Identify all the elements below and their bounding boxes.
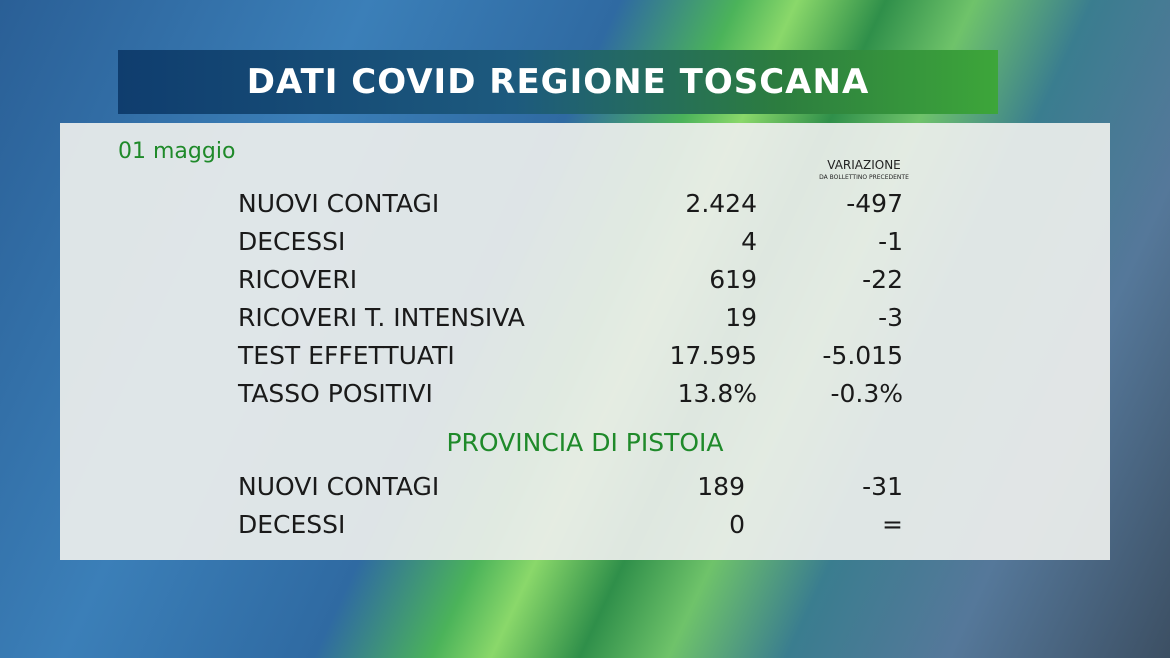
panel: [60, 123, 1110, 560]
row-value: 189: [697, 472, 745, 501]
title: DATI COVID REGIONE TOSCANA: [246, 62, 870, 102]
row-value: 13.8%: [677, 379, 757, 408]
variation-subtitle: DA BOLLETTINO PRECEDENTE: [819, 174, 909, 181]
row-change: =: [882, 510, 903, 539]
row-label: TASSO POSITIVI: [238, 379, 433, 408]
variation-title: VARIAZIONE: [827, 158, 901, 172]
row-change: -3: [878, 303, 903, 332]
row-label: RICOVERI T. INTENSIVA: [238, 303, 525, 332]
row-value: 2.424: [685, 189, 757, 218]
row-value: 4: [741, 227, 757, 256]
date: 01 maggio: [118, 139, 236, 164]
row-label: DECESSI: [238, 510, 346, 539]
row-label: NUOVI CONTAGI: [238, 189, 440, 218]
row-change: -5.015: [822, 341, 903, 370]
row-value: 19: [725, 303, 757, 332]
row-value: 17.595: [669, 341, 757, 370]
row-change: -31: [862, 472, 903, 501]
row-change: -1: [878, 227, 903, 256]
row-change: -0.3%: [830, 379, 903, 408]
row-label: NUOVI CONTAGI: [238, 472, 440, 501]
row-label: TEST EFFETTUATI: [238, 341, 455, 370]
province-title: PROVINCIA DI PISTOIA: [446, 428, 724, 457]
row-value: 619: [709, 265, 757, 294]
row-label: DECESSI: [238, 227, 346, 256]
row-value: 0: [729, 510, 745, 539]
row-label: RICOVERI: [238, 265, 358, 294]
title-bar: [118, 50, 998, 114]
row-change: -497: [846, 189, 903, 218]
row-change: -22: [862, 265, 903, 294]
